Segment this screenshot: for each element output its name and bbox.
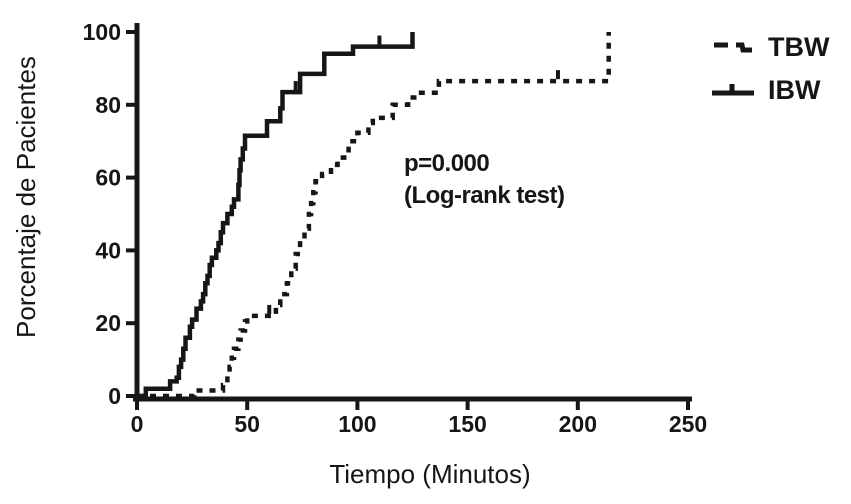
x-tick-label: 100 [338, 411, 376, 437]
p-value-annotation: p=0.000 (Log-rank test) [404, 148, 565, 212]
y-tick-label: 60 [95, 165, 121, 191]
test-name-text: (Log-rank test) [404, 182, 565, 209]
legend: TBW IBW [710, 30, 829, 107]
x-tick-label: 50 [234, 411, 260, 437]
y-tick-label: 40 [95, 237, 121, 263]
legend-item-tbw: TBW [710, 30, 829, 64]
x-tick-label: 0 [131, 411, 144, 437]
dashed-line-icon [714, 42, 752, 53]
y-tick-label: 20 [95, 310, 121, 336]
x-tick-label: 150 [448, 411, 486, 437]
x-tick-label: 250 [669, 411, 707, 437]
y-tick-label: 80 [95, 92, 121, 118]
x-axis-label: Tiempo (Minutos) [329, 459, 531, 489]
legend-label-tbw: TBW [768, 32, 830, 62]
y-tick-label: 100 [83, 19, 121, 45]
curve-tbw [137, 32, 611, 399]
legend-label-ibw: IBW [768, 75, 821, 105]
solid-line-icon [712, 84, 754, 96]
legend-item-ibw: IBW [710, 73, 829, 107]
y-axis-label: Porcentaje de Pacientes [11, 56, 41, 338]
y-tick-label: 0 [108, 383, 121, 409]
x-tick-label: 200 [559, 411, 597, 437]
p-value-text: p=0.000 [404, 150, 490, 177]
curve-ibw [137, 32, 415, 399]
